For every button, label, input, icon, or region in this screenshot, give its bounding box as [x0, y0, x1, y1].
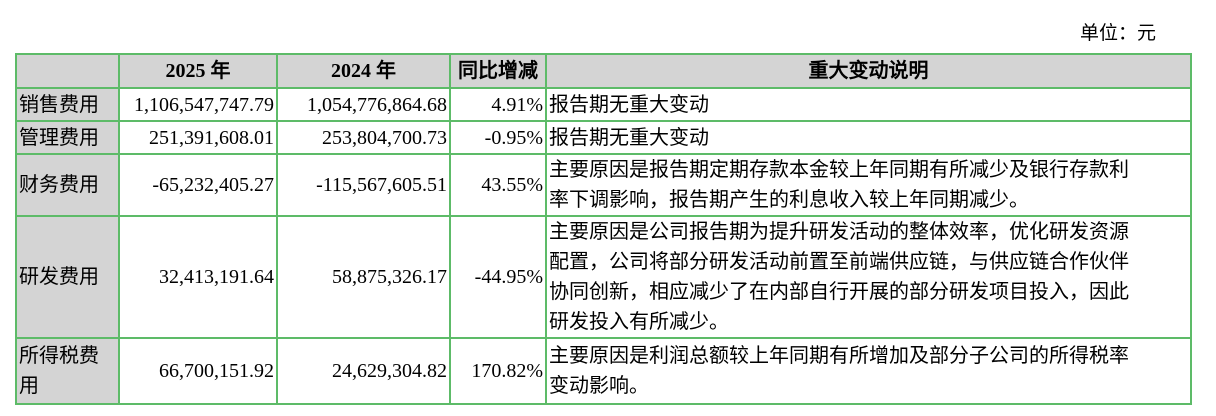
- header-2024: 2024 年: [276, 53, 451, 89]
- header-row: 2025 年 2024 年 同比增减 重大变动说明: [15, 53, 1192, 89]
- note-line: 变动影响。: [549, 375, 649, 397]
- note-line: 报告期无重大变动: [549, 93, 709, 116]
- row-label: 管理费用: [15, 120, 120, 155]
- header-item: [15, 53, 120, 89]
- change-note: 主要原因是利润总额较上年同期有所增加及部分子公司的所得税率 变动影响。: [545, 337, 1192, 405]
- note-line: 主要原因是报告期定期存款本金较上年同期有所减少及银行存款利: [549, 159, 1129, 181]
- table-row: 所得税费用 66,700,151.92 24,629,304.82 170.82% 主要…: [15, 337, 1192, 405]
- value-2025: 1,106,547,747.79: [118, 87, 278, 122]
- note-line: 配置，公司将部分研发活动前置至前端供应链，与供应链合作伙伴: [549, 251, 1129, 273]
- change-note: 主要原因是公司报告期为提升研发活动的整体效率，优化研发资源 配置，公司将部分研发活…: [545, 215, 1192, 339]
- row-label: 所得税费用: [15, 337, 120, 405]
- change-note: 报告期无重大变动: [545, 120, 1192, 155]
- row-label: 财务费用: [15, 153, 120, 217]
- value-2024: -115,567,605.51: [276, 153, 451, 217]
- value-2025: 251,391,608.01: [118, 120, 278, 155]
- table-row: 管理费用 251,391,608.01 253,804,700.73 -0.95% 报告…: [15, 120, 1192, 155]
- header-2025: 2025 年: [118, 53, 278, 89]
- change-note: 报告期无重大变动: [545, 87, 1192, 122]
- table-row: 销售费用 1,106,547,747.79 1,054,776,864.68 4.91…: [15, 87, 1192, 122]
- value-2025: 32,413,191.64: [118, 215, 278, 339]
- value-2025: -65,232,405.27: [118, 153, 278, 217]
- row-label: 销售费用: [15, 87, 120, 122]
- note-line: 主要原因是公司报告期为提升研发活动的整体效率，优化研发资源: [549, 221, 1129, 243]
- note-line: 主要原因是利润总额较上年同期有所增加及部分子公司的所得税率: [549, 345, 1129, 367]
- row-label-line: 用: [19, 375, 39, 397]
- value-change: 170.82%: [449, 337, 547, 405]
- row-label-line: 所得税费: [19, 345, 99, 367]
- unit-label: 单位：元: [1080, 23, 1157, 44]
- table-row: 财务费用 -65,232,405.27 -115,567,605.51 43.55% 主…: [15, 153, 1192, 217]
- value-2024: 1,054,776,864.68: [276, 87, 451, 122]
- value-2024: 58,875,326.17: [276, 215, 451, 339]
- header-change: 同比增减: [449, 53, 547, 89]
- row-label: 研发费用: [15, 215, 120, 339]
- value-2025: 66,700,151.92: [118, 337, 278, 405]
- note-line: 率下调影响，报告期产生的利息收入较上年同期减少。: [549, 189, 1029, 211]
- value-2024: 253,804,700.73: [276, 120, 451, 155]
- value-change: 43.55%: [449, 153, 547, 217]
- change-note: 主要原因是报告期定期存款本金较上年同期有所减少及银行存款利 率下调影响，报告期产生…: [545, 153, 1192, 217]
- value-change: -44.95%: [449, 215, 547, 339]
- header-note: 重大变动说明: [545, 53, 1192, 89]
- note-line: 研发投入有所减少。: [549, 311, 729, 333]
- note-line: 报告期无重大变动: [549, 126, 709, 149]
- table-row: 研发费用 32,413,191.64 58,875,326.17 -44.95% 主要原…: [15, 215, 1192, 339]
- value-change: 4.91%: [449, 87, 547, 122]
- expense-table: 2025 年 2024 年 同比增减 重大变动说明 销售费用 1,106,547,…: [15, 53, 1192, 405]
- value-2024: 24,629,304.82: [276, 337, 451, 405]
- value-change: -0.95%: [449, 120, 547, 155]
- note-line: 协同创新，相应减少了在内部自行开展的部分研发项目投入，因此: [549, 281, 1129, 303]
